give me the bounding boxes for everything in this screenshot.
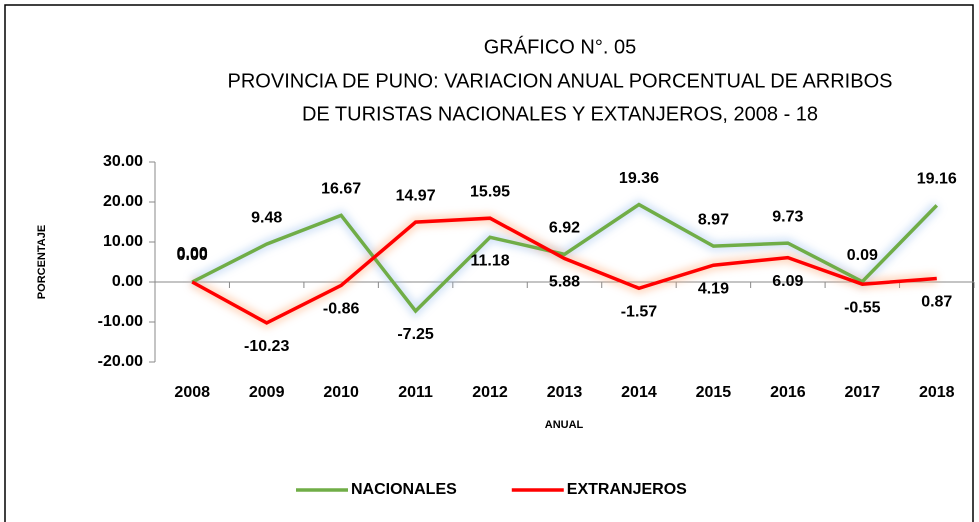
y-tick-label: 20.00: [103, 193, 143, 210]
line: [191, 216, 937, 325]
data-label: 4.19: [698, 280, 729, 297]
data-label: 0.87: [921, 294, 952, 311]
data-label: 6.92: [549, 220, 580, 237]
data-label: 8.97: [698, 211, 729, 228]
data-label: 9.48: [251, 209, 282, 226]
chart-title: PROVINCIA DE PUNO: VARIACION ANUAL PORCE…: [228, 70, 893, 92]
x-tick-label: 2010: [323, 384, 359, 401]
chart-title: GRÁFICO N°. 05: [484, 35, 636, 58]
data-label: 9.73: [772, 208, 803, 225]
x-tick-label: 2012: [472, 384, 508, 401]
y-tick-label: 30.00: [103, 153, 143, 170]
data-label: 0.00: [177, 245, 208, 262]
y-tick-label: 0.00: [112, 273, 143, 290]
y-axis-title: PORCENTAJE: [36, 225, 48, 299]
x-tick-label: 2009: [249, 384, 285, 401]
x-tick-label: 2011: [398, 384, 433, 401]
data-label: 0.00: [177, 247, 208, 264]
x-tick-label: 2015: [696, 384, 732, 401]
data-label: 11.18: [470, 252, 509, 269]
x-tick-label: 2014: [621, 384, 657, 401]
data-label: -0.55: [844, 299, 881, 316]
data-label: -0.86: [323, 301, 360, 318]
legend-label: EXTRANJEROS: [567, 481, 687, 498]
data-label: 14.97: [396, 187, 436, 204]
chart-title: DE TURISTAS NACIONALES Y EXTANJEROS, 200…: [302, 103, 818, 125]
x-tick-label: 2008: [174, 384, 210, 401]
data-label: 15.95: [470, 183, 510, 200]
y-tick-label: 10.00: [103, 233, 143, 250]
data-label: -7.25: [397, 326, 434, 343]
data-label: 19.16: [917, 171, 957, 188]
x-tick-label: 2013: [547, 384, 583, 401]
data-label: 16.67: [321, 181, 361, 198]
x-tick-label: 2018: [919, 384, 955, 401]
data-label: 5.88: [549, 274, 580, 291]
x-tick-label: 2017: [845, 384, 881, 401]
y-tick-label: -10.00: [98, 313, 143, 330]
x-tick-label: 2016: [770, 384, 806, 401]
data-label: -1.57: [621, 303, 658, 320]
data-label: 19.36: [619, 170, 659, 187]
data-label: 6.09: [772, 273, 803, 290]
frame: [4, 4, 974, 522]
y-tick-label: -20.00: [98, 353, 143, 370]
data-label: -10.23: [244, 338, 289, 355]
line: [191, 202, 939, 314]
x-axis-title: ANUAL: [545, 419, 584, 431]
data-label: 0.09: [847, 247, 878, 264]
legend-label: NACIONALES: [351, 481, 457, 498]
